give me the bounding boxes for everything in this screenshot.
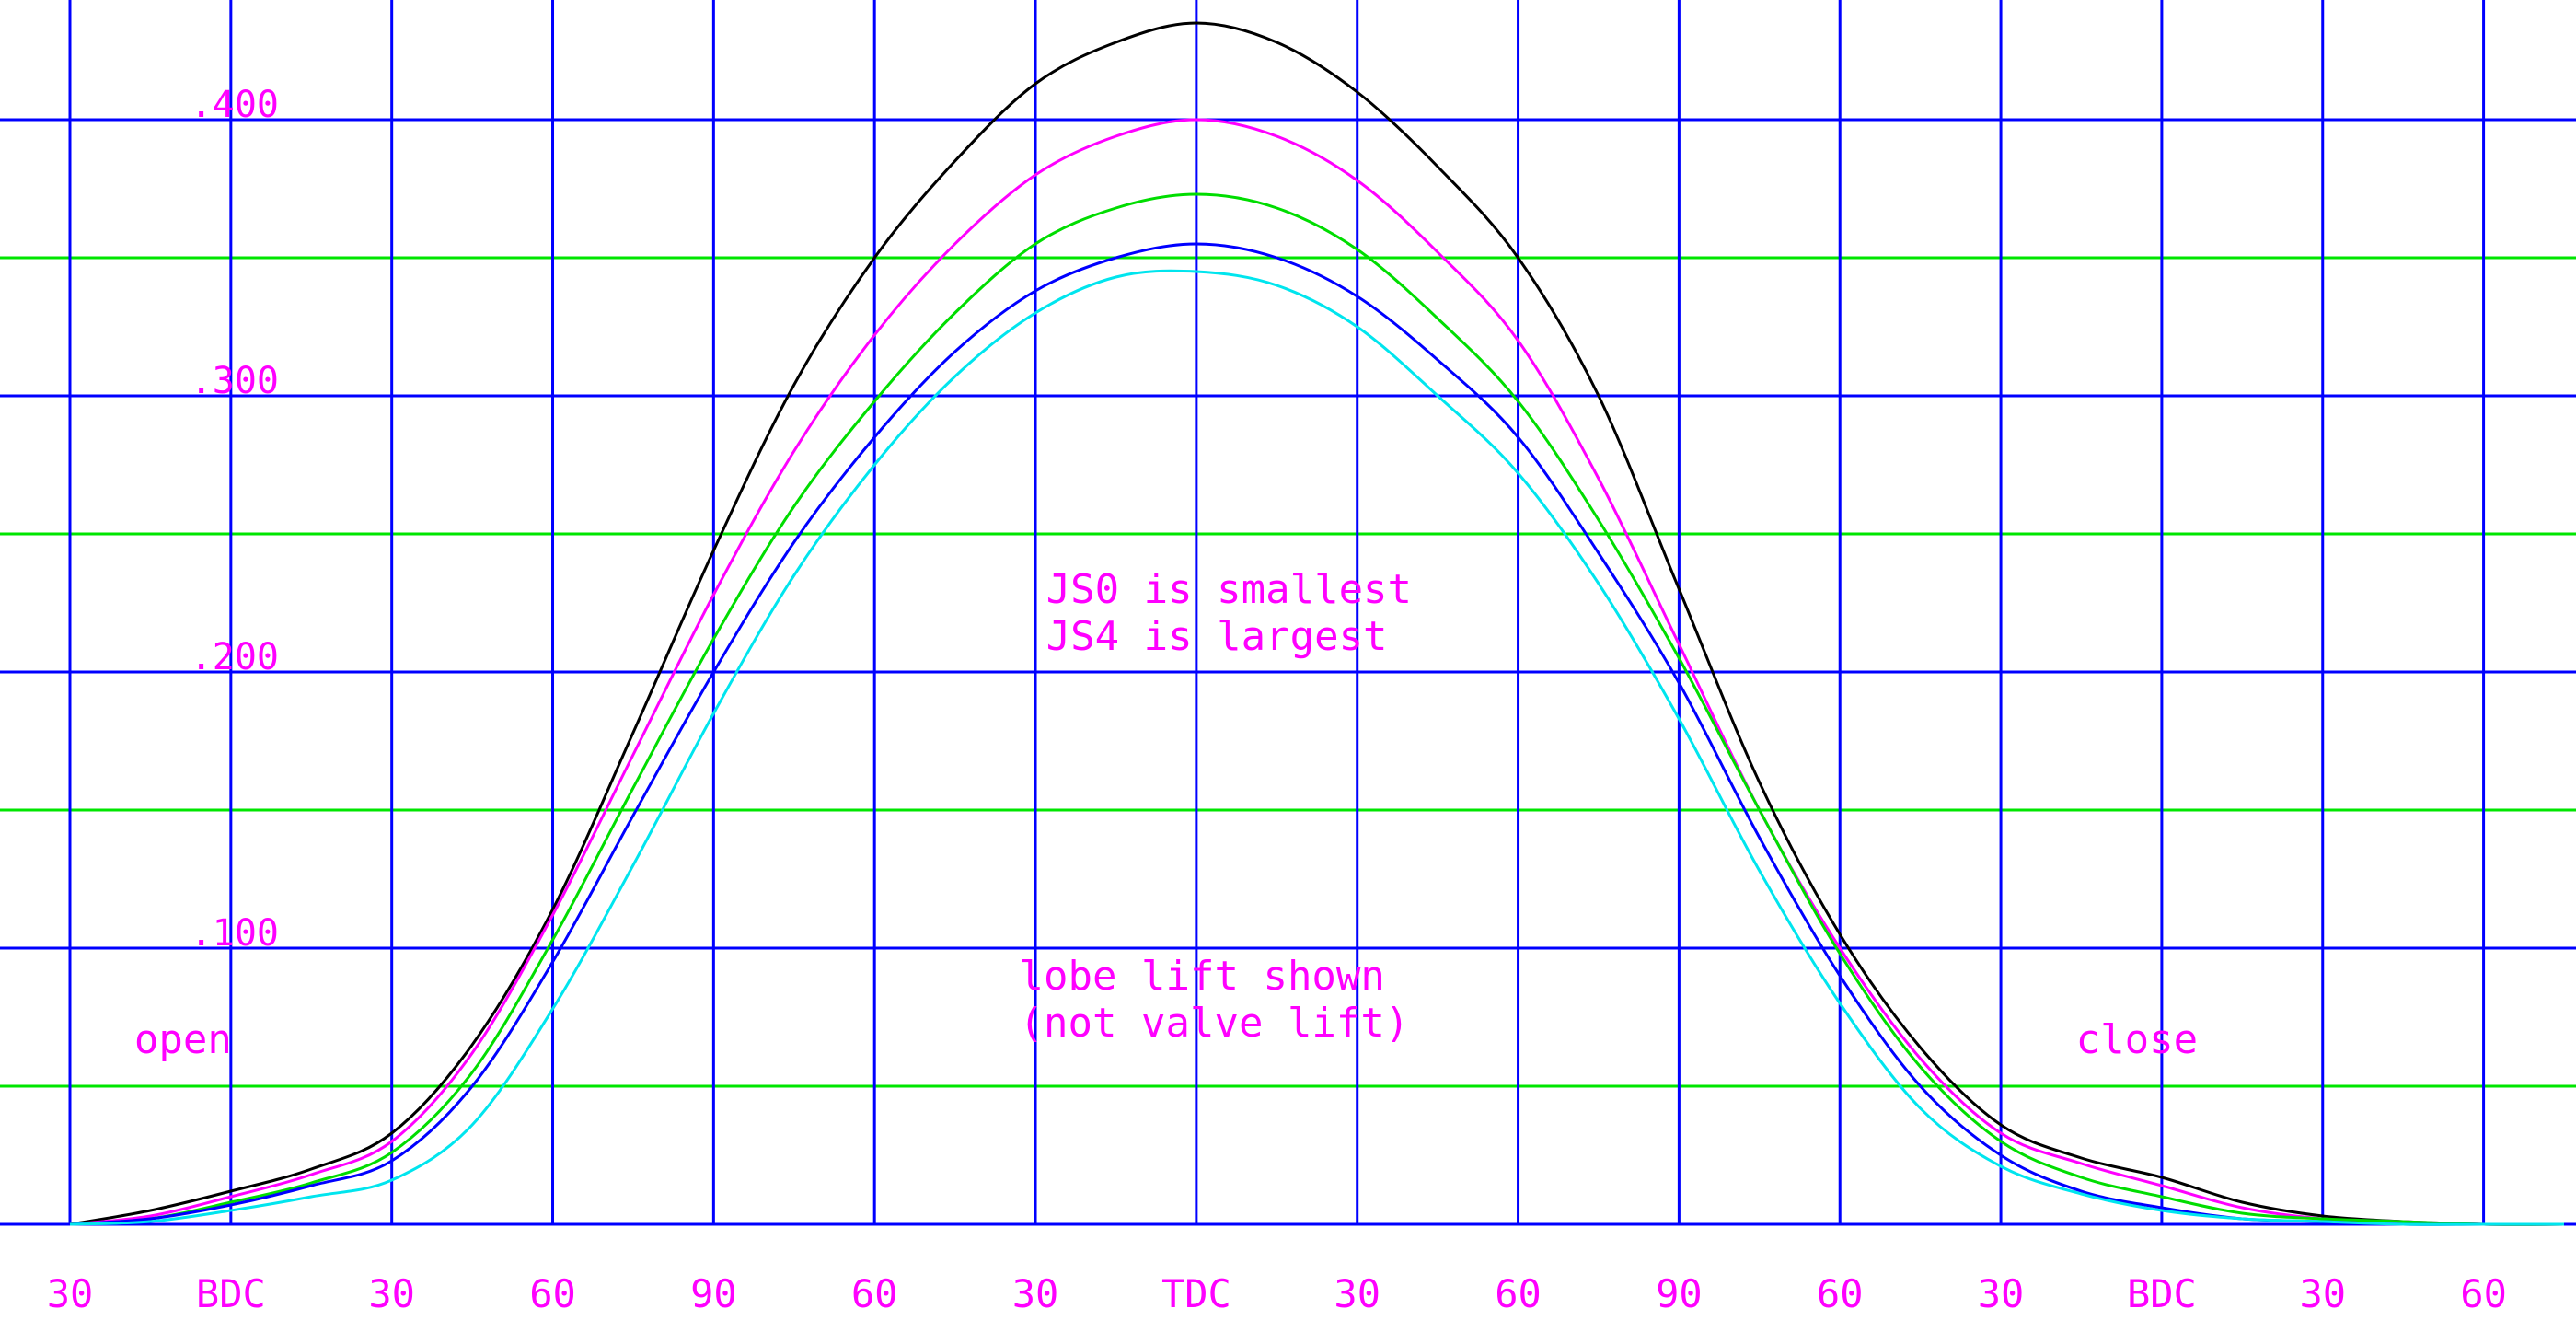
x-tick-label: 30 (1334, 1271, 1380, 1316)
y-tick-label: .300 (191, 360, 279, 402)
x-tick-label: 60 (1495, 1271, 1542, 1316)
x-tick-label: TDC (1161, 1271, 1231, 1316)
series-line-0 (69, 21, 2565, 1226)
x-tick-label: 30 (2299, 1271, 2346, 1316)
y-tick-label: .100 (191, 912, 279, 955)
series-line-2 (69, 192, 2565, 1226)
chart-annotation: JS0 is smallest (1046, 566, 1412, 613)
x-tick-label: BDC (2127, 1271, 2197, 1316)
x-tick-label: 30 (1978, 1271, 2025, 1316)
chart-annotation: (not valve lift) (1020, 1000, 1410, 1047)
x-tick-label: 90 (1656, 1271, 1703, 1316)
x-tick-label: 30 (47, 1271, 94, 1316)
x-tick-label: 60 (2460, 1271, 2507, 1316)
x-tick-label: 60 (851, 1271, 898, 1316)
chart-annotation: close (2076, 1016, 2198, 1063)
x-tick-label: BDC (196, 1271, 266, 1316)
x-tick-label: 30 (1012, 1271, 1059, 1316)
labels: .100 .200 .300 .400 30 BDC 30 60 90 60 30 TDC 30 60 90… (47, 84, 2507, 1316)
x-tick-label: 30 (368, 1271, 415, 1316)
lift-curves (69, 21, 2565, 1226)
grid (0, 0, 2576, 1226)
x-tick-label: 60 (1817, 1271, 1864, 1316)
series-line-1 (69, 118, 2565, 1226)
chart-annotation: lobe lift shown (1020, 953, 1385, 1000)
series-line-4 (69, 269, 2564, 1226)
y-tick-label: .200 (191, 636, 279, 678)
chart-annotation: open (134, 1016, 232, 1063)
x-tick-label: 60 (529, 1271, 576, 1316)
y-tick-label: .400 (191, 84, 279, 126)
x-tick-label: 90 (690, 1271, 737, 1316)
chart-annotation: JS4 is largest (1046, 613, 1388, 660)
series-line-3 (69, 242, 2564, 1226)
